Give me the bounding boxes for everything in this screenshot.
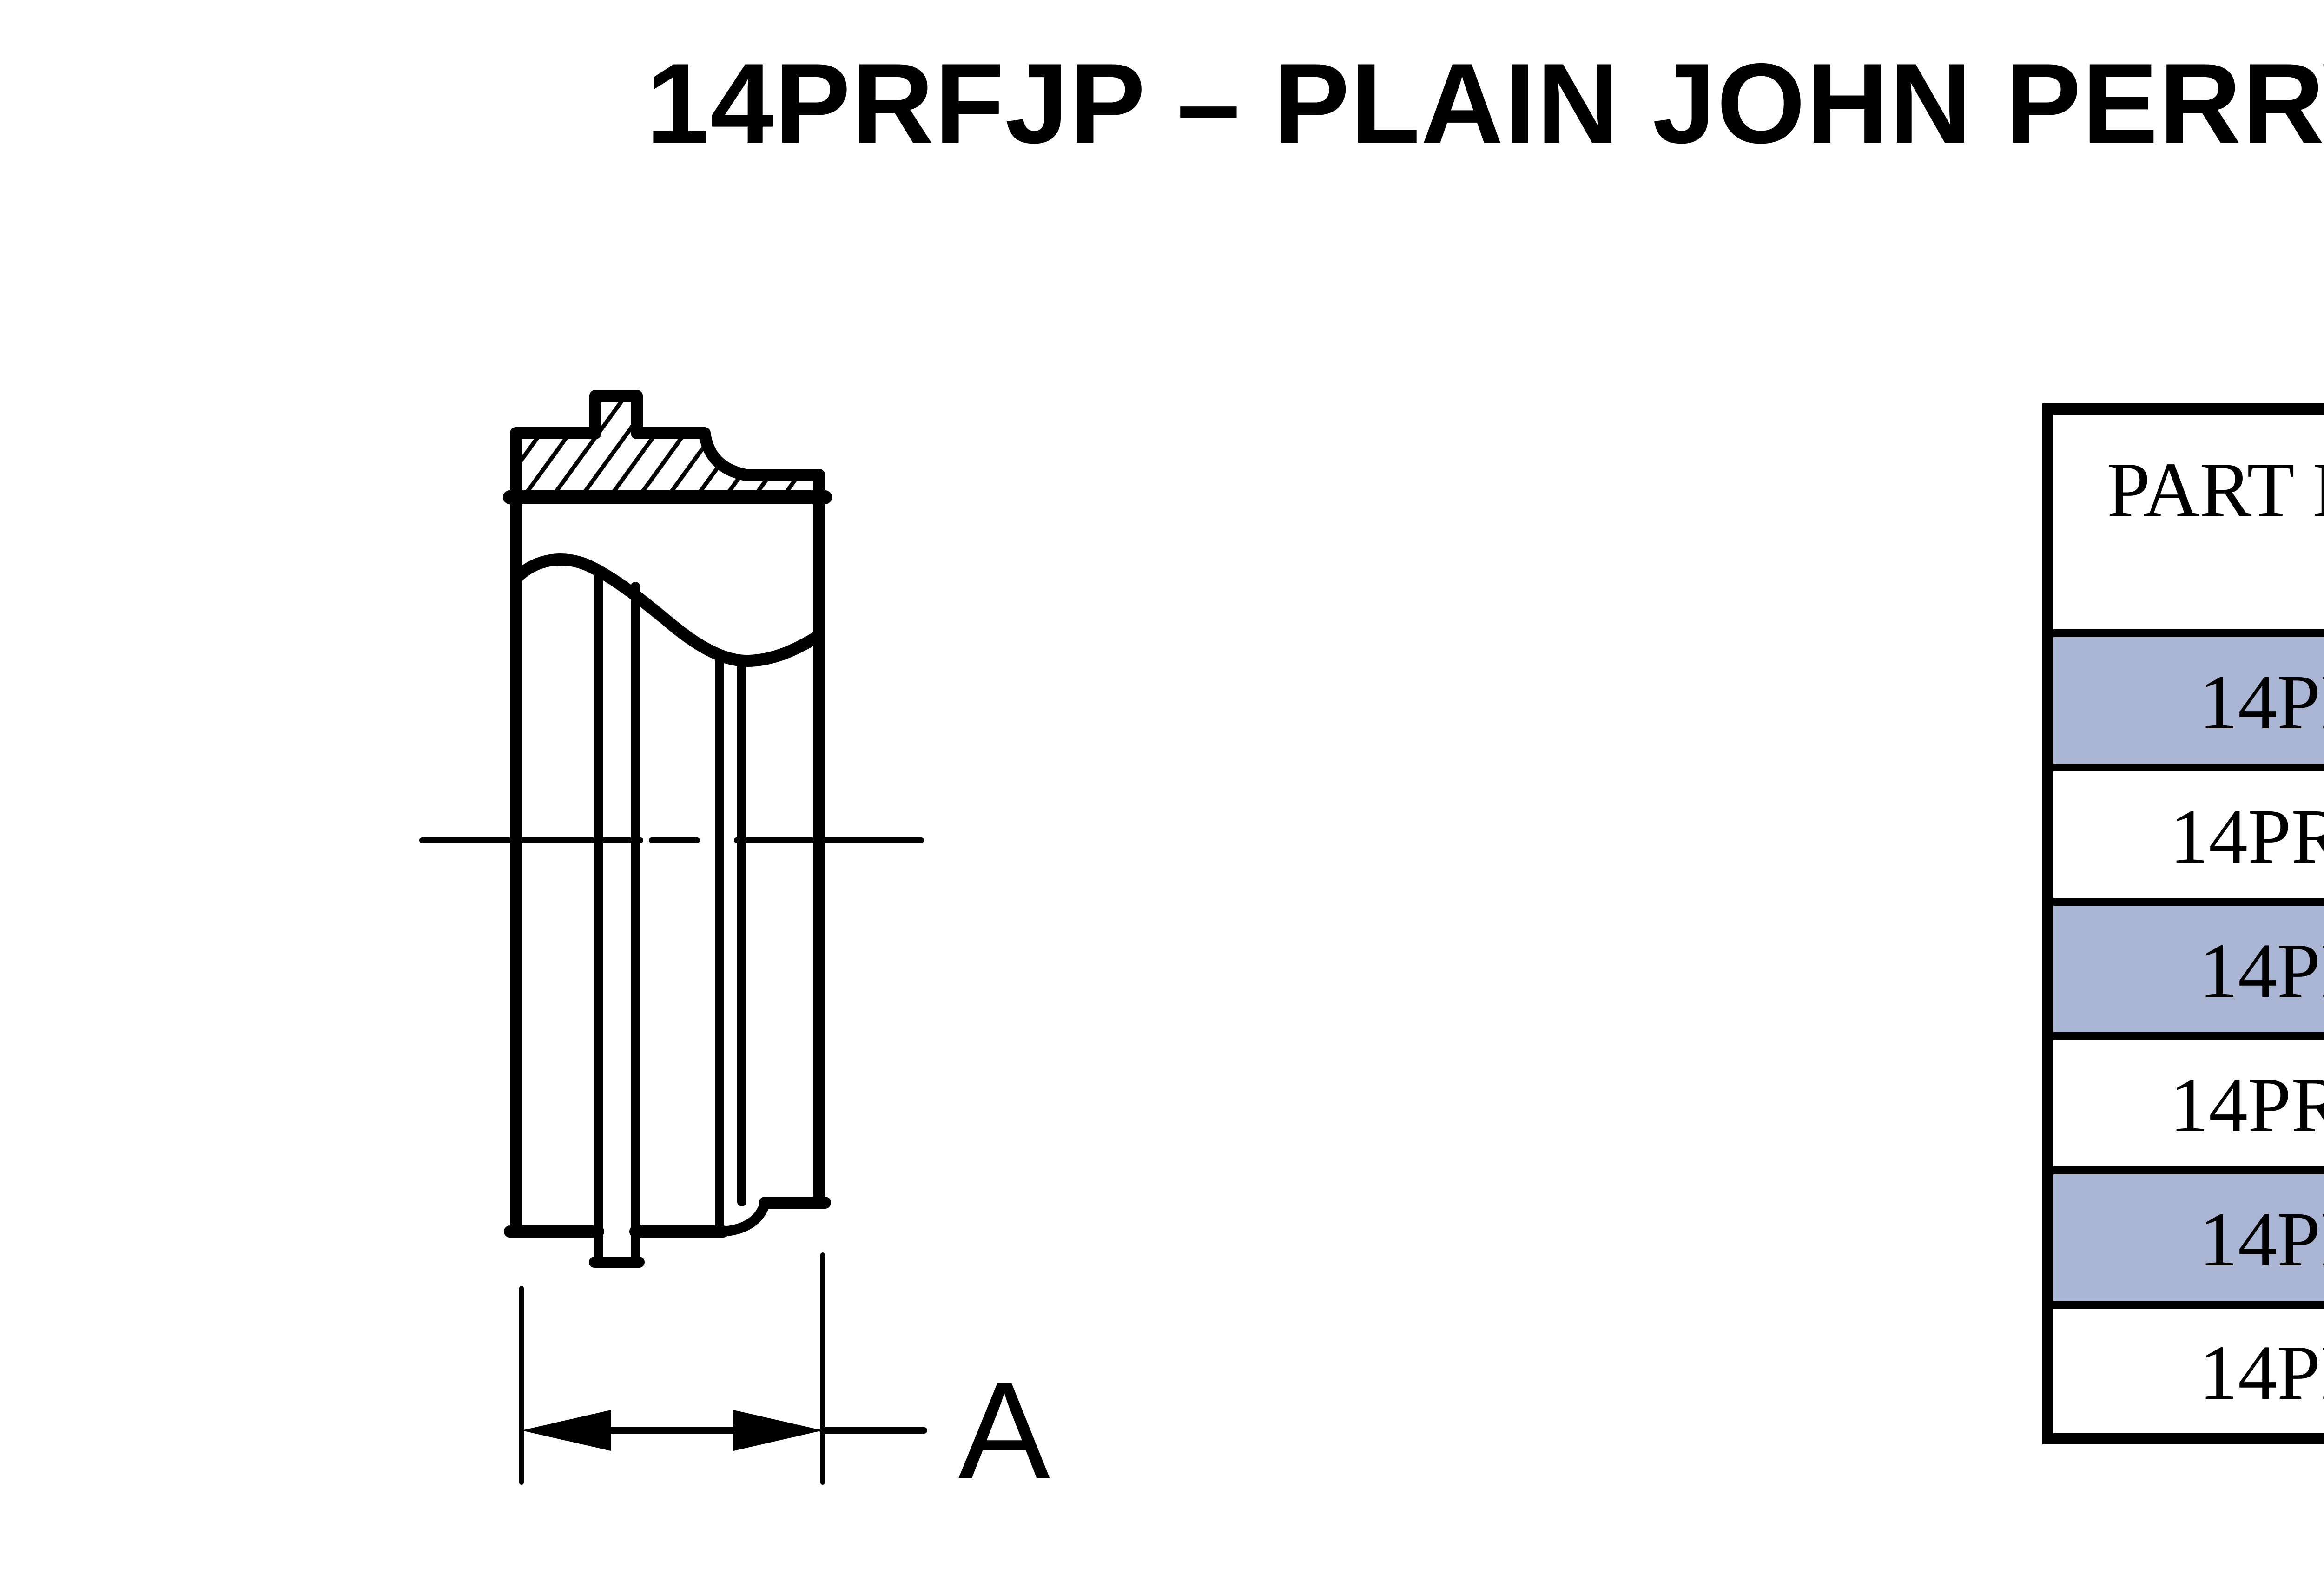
table-row: 14PRFJP-33.906 bbox=[2044, 1166, 2324, 1309]
flange-outline bbox=[510, 390, 825, 504]
part-number-cell: 14PRFJP-1.5 bbox=[2044, 763, 2324, 906]
parts-table: PART NUMBER SIZE (inches) A (inches) 14P… bbox=[2042, 403, 2324, 1444]
part-number-cell: 14PRFJP-3 bbox=[2044, 1166, 2324, 1309]
ferrule-cross-section-drawing: A bbox=[419, 390, 1050, 1507]
dimension-arrow-left bbox=[522, 1410, 611, 1451]
part-number-cell: 14PRFJP-1 bbox=[2044, 629, 2324, 771]
page-title: 14PRFJP – PLAIN JOHN PERRY SHORT WELD FE… bbox=[646, 40, 2324, 167]
parts-table-body: 14PRFJP-11.68814PRFJP-1.51-1/2.71914PRFJ… bbox=[2044, 629, 2324, 1443]
part-number-cell: 14PRFJP-4 bbox=[2044, 1300, 2324, 1443]
dimension-arrow-right bbox=[733, 1410, 823, 1451]
table-row: 14PRFJP-1.51-1/2.719 bbox=[2044, 763, 2324, 906]
break-line bbox=[510, 553, 825, 667]
parts-table-header: PART NUMBER SIZE (inches) A (inches) bbox=[2044, 405, 2324, 637]
column-header-label: PART NUMBER bbox=[2106, 447, 2324, 533]
bottom-fillet bbox=[718, 1199, 770, 1237]
dimension-a-label: A bbox=[958, 1354, 1050, 1507]
part-number-cell: 14PRFJP-2.5 bbox=[2044, 1032, 2324, 1174]
header-row: PART NUMBER SIZE (inches) A (inches) bbox=[2044, 405, 2324, 637]
part-number-cell: 14PRFJP-2 bbox=[2044, 897, 2324, 1040]
table-row: 14PRFJP-2.52-1/2.844 bbox=[2044, 1032, 2324, 1174]
table-row: 14PRFJP-441.218 bbox=[2044, 1300, 2324, 1443]
column-header-part-number: PART NUMBER bbox=[2044, 405, 2324, 637]
table-row: 14PRFJP-11.688 bbox=[2044, 629, 2324, 771]
table-row: 14PRFJP-22.719 bbox=[2044, 897, 2324, 1040]
